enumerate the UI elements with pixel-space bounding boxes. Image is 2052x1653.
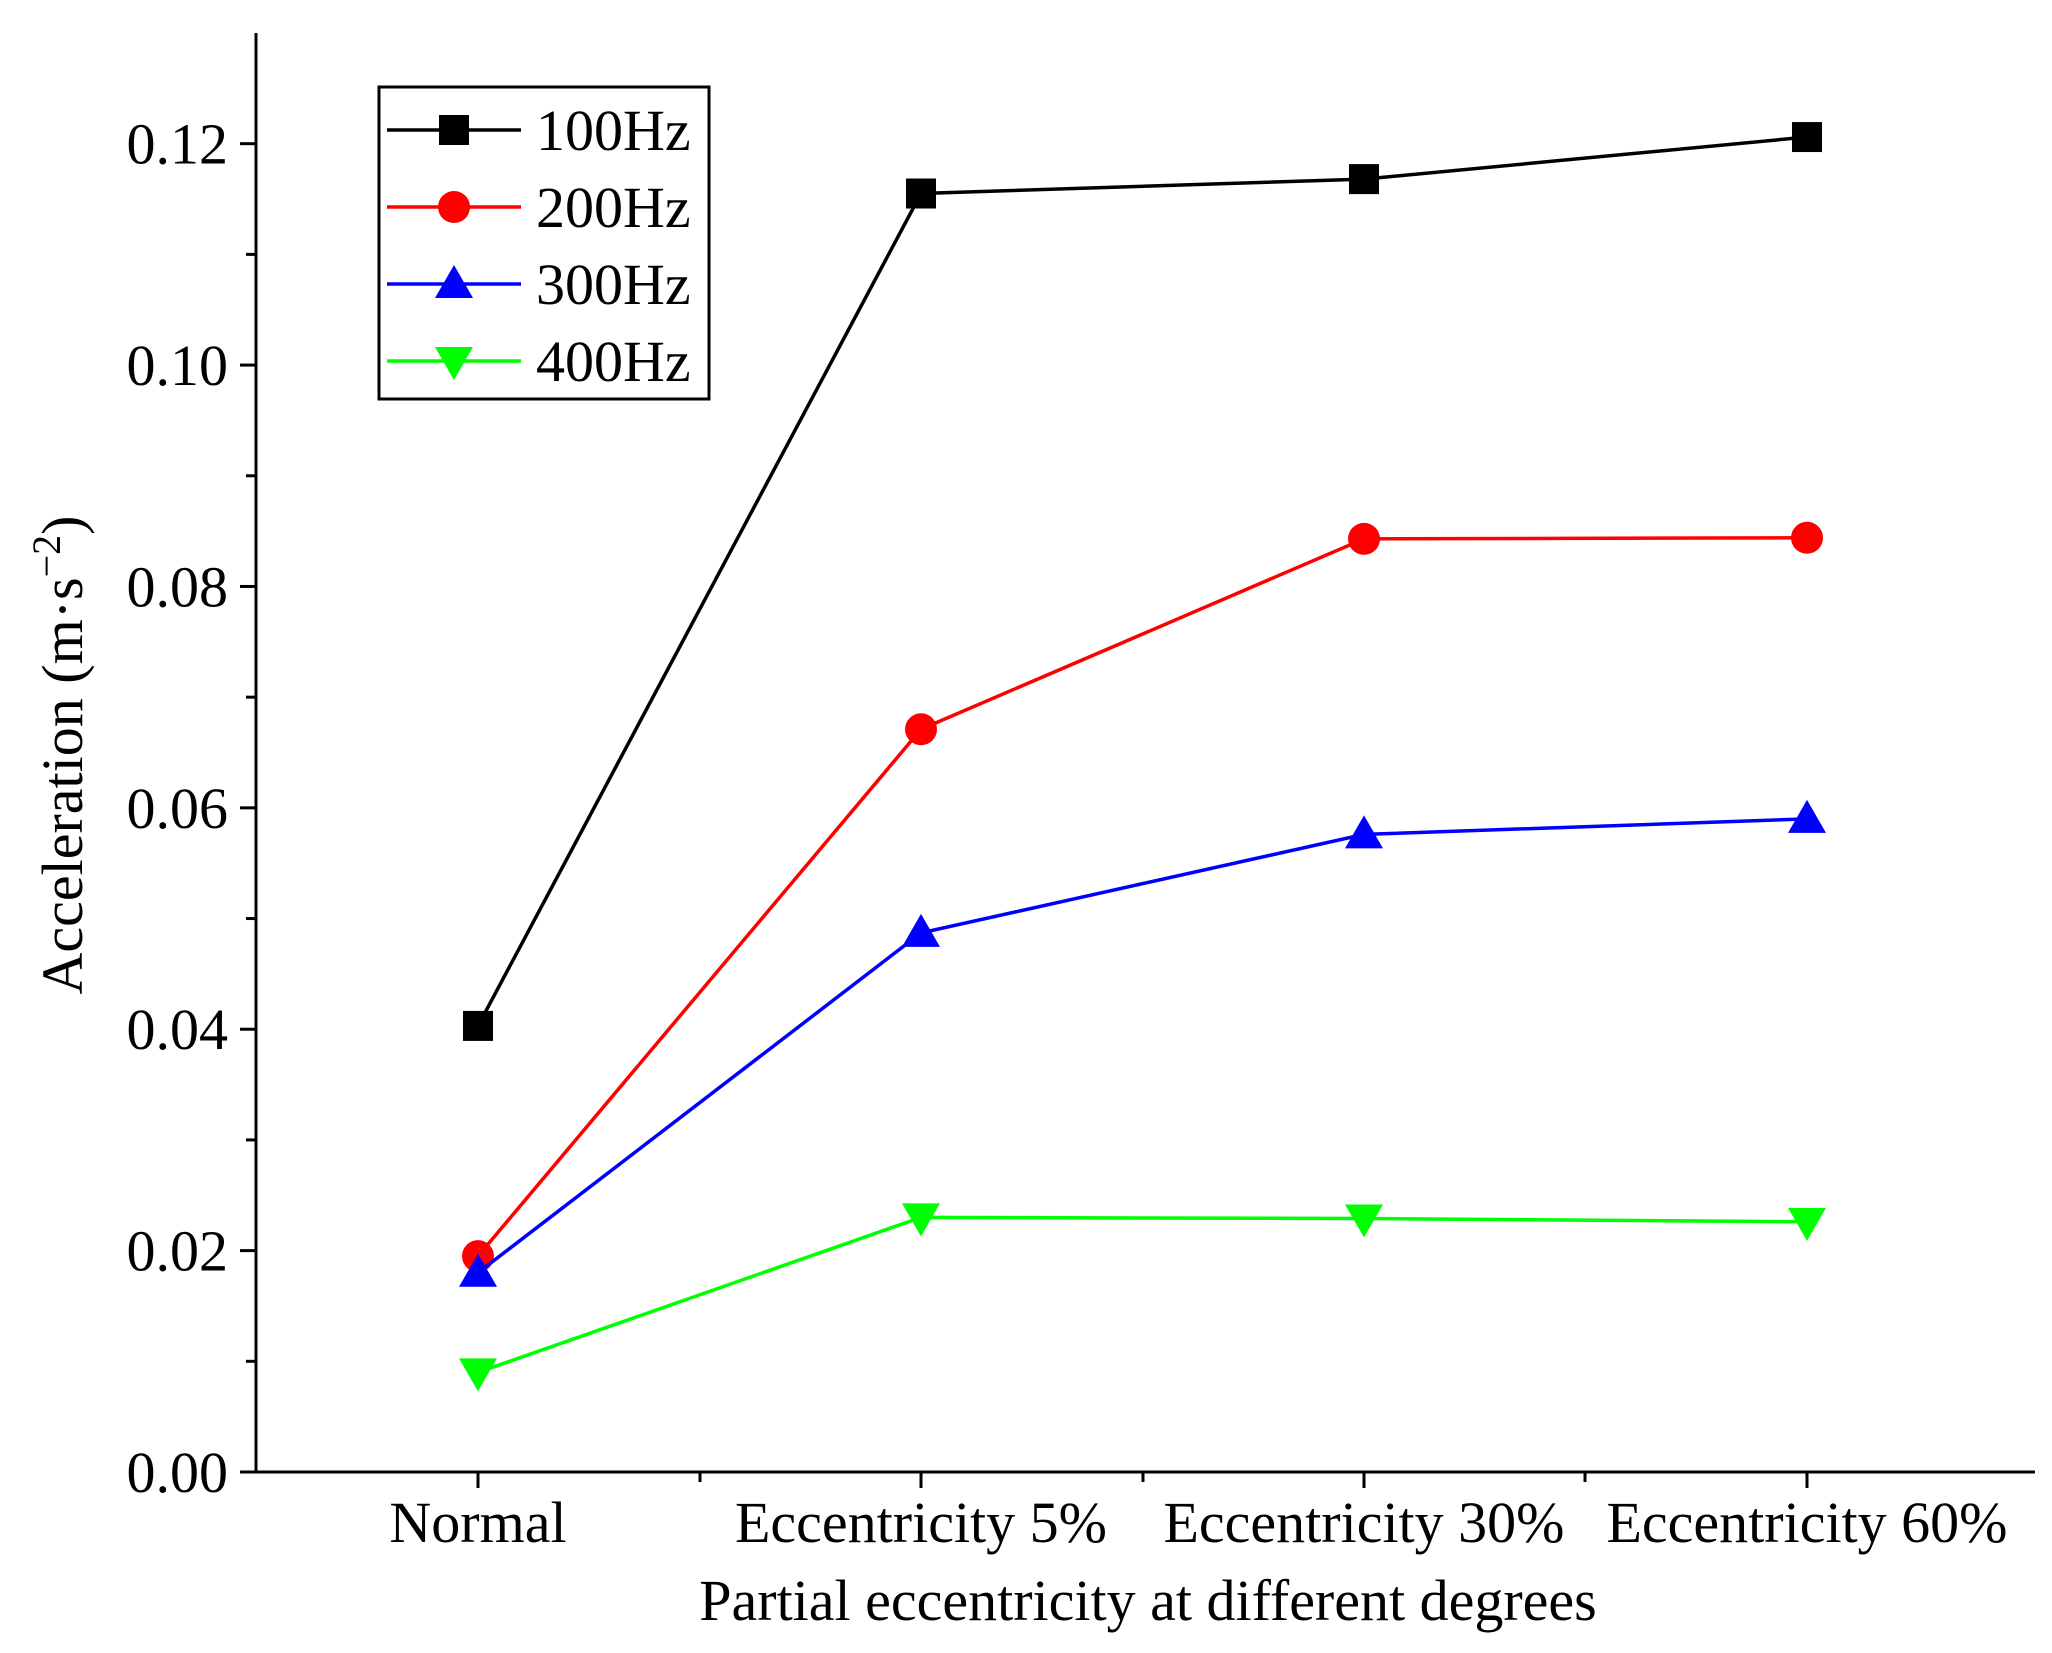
series-line [476, 817, 1808, 1275]
legend-label: 200Hz [536, 175, 691, 240]
series-300Hz [459, 799, 1826, 1287]
x-axis-title: Partial eccentricity at different degree… [699, 1568, 1596, 1633]
series-400Hz [459, 1203, 1826, 1392]
y-tick-label: 0.08 [127, 554, 229, 619]
x-axis-ticks: Normal Eccentricity 5% Eccentricity 30% Ecc… [389, 1472, 2008, 1555]
y-axis-title-exponent: −2 [24, 535, 69, 578]
legend-label: 400Hz [536, 329, 691, 394]
y-tick-label: 0.00 [127, 1440, 229, 1505]
data-point [1345, 1204, 1383, 1238]
data-point [1348, 522, 1380, 555]
data-point [1349, 164, 1379, 195]
y-tick-label: 0.02 [127, 1219, 229, 1284]
series-line [476, 135, 1808, 1027]
series-100Hz [463, 122, 1822, 1041]
data-point [1788, 799, 1826, 833]
data-point [459, 1253, 497, 1287]
x-tick-label: Eccentricity 30% [1164, 1490, 1565, 1555]
axes [254, 33, 2035, 1474]
legend-marker [438, 191, 470, 223]
series-line [477, 1215, 1808, 1375]
series-layer [459, 122, 1826, 1392]
data-point [1345, 815, 1383, 849]
x-tick-label: Eccentricity 5% [735, 1490, 1107, 1555]
y-axis-title: Acceleration (m·s−2) [24, 516, 95, 995]
legend-label: 100Hz [536, 98, 691, 163]
y-axis-title-text: Acceleration (m·s [30, 577, 95, 994]
x-tick-label: Eccentricity 60% [1607, 1490, 2008, 1555]
y-axis-title-close: ) [30, 516, 95, 535]
series-200Hz [462, 521, 1823, 1273]
y-axis-ticks: 0.00 0.02 0.04 0.06 0.08 0.10 0.12 [127, 112, 256, 1505]
data-point [1791, 521, 1823, 554]
data-point [906, 178, 936, 209]
legend-marker [439, 115, 469, 145]
data-point [1792, 122, 1822, 153]
legend-item: 200Hz [387, 175, 691, 240]
y-tick-label: 0.06 [127, 776, 229, 841]
legend-marker [435, 347, 473, 380]
data-point [905, 713, 937, 746]
x-tick-label: Normal [389, 1490, 566, 1555]
data-point [1788, 1207, 1826, 1241]
legend-marker [435, 265, 473, 298]
legend-item: 300Hz [387, 252, 691, 317]
legend-label: 300Hz [536, 252, 691, 317]
legend-item: 100Hz [387, 98, 691, 163]
y-tick-label: 0.12 [127, 112, 229, 177]
series-line [476, 536, 1808, 1258]
legend-item: 400Hz [387, 329, 691, 394]
data-point [459, 1358, 497, 1392]
data-point [902, 1203, 940, 1237]
data-point [902, 913, 940, 947]
y-tick-label: 0.10 [127, 333, 229, 398]
data-point [463, 1010, 493, 1041]
y-tick-label: 0.04 [127, 997, 229, 1062]
legend: 100Hz 200Hz 300Hz 400Hz [377, 85, 711, 401]
legend-box [377, 85, 711, 401]
